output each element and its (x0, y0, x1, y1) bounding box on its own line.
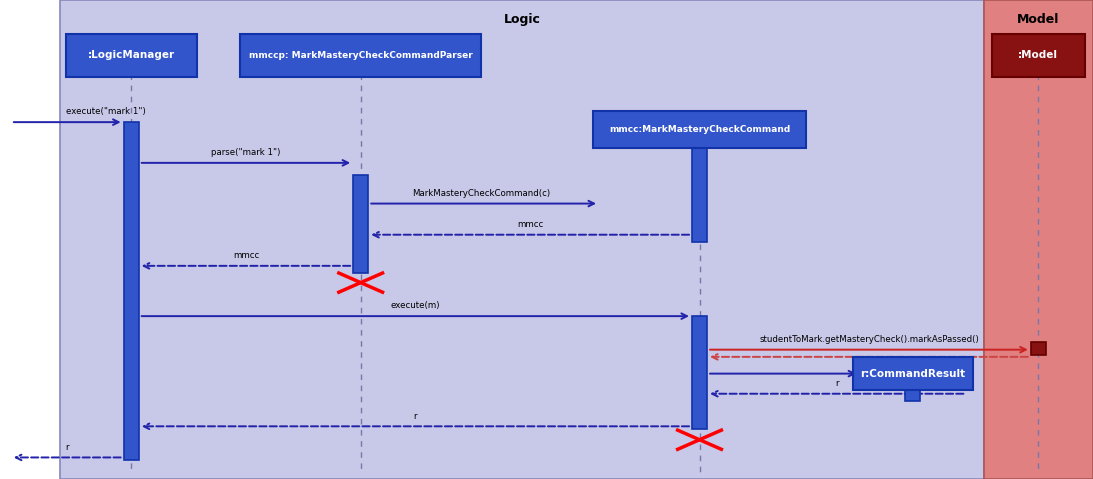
Text: r: r (66, 443, 69, 452)
Text: r: r (835, 379, 839, 388)
Text: r:CommandResult: r:CommandResult (860, 369, 965, 378)
Text: :Model: :Model (1019, 50, 1058, 60)
Text: mmcc: mmcc (233, 251, 259, 260)
FancyBboxPatch shape (240, 34, 481, 77)
Text: mmcc:MarkMasteryCheckCommand: mmcc:MarkMasteryCheckCommand (609, 125, 790, 134)
FancyBboxPatch shape (692, 316, 707, 429)
Text: Model: Model (1018, 13, 1059, 26)
Text: mmccp: MarkMasteryCheckCommandParser: mmccp: MarkMasteryCheckCommandParser (249, 51, 472, 59)
Text: mmcc: mmcc (517, 220, 543, 229)
FancyBboxPatch shape (592, 111, 807, 148)
Text: execute(m): execute(m) (390, 301, 440, 310)
Text: parse("mark 1"): parse("mark 1") (211, 148, 281, 157)
Text: Logic: Logic (504, 13, 540, 26)
Bar (984, 0, 1093, 479)
Text: studentToMark.getMasteryCheck().markAsPassed(): studentToMark.getMasteryCheck().markAsPa… (759, 335, 979, 344)
FancyBboxPatch shape (692, 144, 707, 242)
Text: r: r (413, 411, 418, 421)
Text: MarkMasteryCheckCommand(c): MarkMasteryCheckCommand(c) (412, 189, 550, 198)
FancyBboxPatch shape (992, 34, 1084, 77)
Text: execute("mark 1"): execute("mark 1") (66, 107, 145, 116)
Text: :LogicManager: :LogicManager (87, 50, 175, 60)
FancyBboxPatch shape (353, 175, 368, 273)
FancyBboxPatch shape (124, 122, 139, 460)
FancyBboxPatch shape (853, 357, 973, 390)
Bar (60, 0, 984, 479)
FancyBboxPatch shape (1031, 342, 1046, 355)
FancyBboxPatch shape (905, 387, 920, 401)
FancyBboxPatch shape (66, 34, 197, 77)
